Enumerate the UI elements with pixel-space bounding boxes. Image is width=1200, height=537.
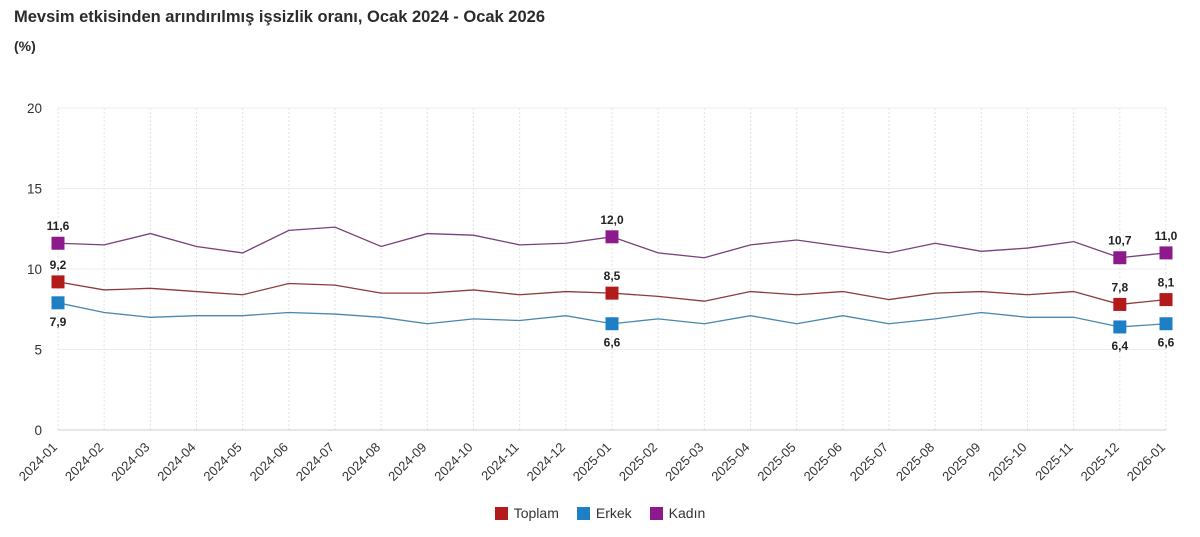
legend-swatch — [494, 506, 508, 520]
series-layer — [51, 226, 1173, 334]
series-marker-erkek — [51, 296, 65, 310]
x-tick-label: 2025-11 — [1032, 440, 1076, 484]
series-marker-toplam — [1113, 297, 1127, 311]
data-label: 11,0 — [1155, 229, 1178, 243]
chart-unit-label: (%) — [14, 38, 36, 54]
series-marker-kadın — [1159, 246, 1173, 260]
y-axis: 0 5 10 15 20 — [27, 101, 42, 438]
x-tick-label: 2024-02 — [62, 440, 106, 484]
chart-grid — [57, 107, 1167, 431]
data-label: 6,6 — [604, 336, 621, 350]
data-label: 11,6 — [47, 219, 70, 233]
data-label: 8,5 — [604, 269, 621, 283]
series-marker-toplam — [605, 286, 619, 300]
chart-title: Mevsim etkisinden arındırılmış işsizlik … — [14, 8, 546, 26]
data-label: 7,9 — [50, 315, 67, 329]
x-tick-label: 2025-07 — [847, 440, 891, 484]
x-tick-label: 2025-04 — [708, 440, 752, 484]
data-label: 8,1 — [1158, 276, 1175, 290]
y-tick-label: 15 — [27, 182, 42, 197]
data-label: 10,7 — [1108, 234, 1132, 248]
x-tick-label: 2024-09 — [385, 440, 429, 484]
y-tick-label: 0 — [34, 423, 42, 438]
data-label: 7,8 — [1111, 280, 1128, 294]
x-tick-label: 2024-08 — [339, 440, 383, 484]
x-tick-label: 2025-08 — [893, 440, 937, 484]
x-tick-label: 2025-02 — [616, 440, 660, 484]
x-tick-label: 2025-06 — [801, 440, 845, 484]
x-tick-label: 2025-03 — [662, 440, 706, 484]
series-marker-erkek — [1113, 320, 1127, 334]
legend-label: Erkek — [595, 505, 632, 521]
legend-swatch — [649, 506, 663, 520]
legend-label: Kadın — [668, 505, 706, 521]
data-labels: 9,2 8,5 7,8 8,1 7,9 6,6 6,4 6,6 11,6 12,0 10,7 11,0 — [47, 213, 1178, 353]
x-tick-label: 2025-01 — [570, 440, 614, 484]
x-tick-label: 2025-05 — [754, 440, 798, 484]
x-tick-label: 2024-10 — [431, 440, 475, 484]
x-tick-label: 2024-04 — [154, 440, 198, 484]
y-tick-label: 10 — [27, 262, 42, 277]
legend-swatch — [576, 506, 590, 520]
x-tick-label: 2024-05 — [200, 440, 244, 484]
chart-legend: Toplam Erkek Kadın — [0, 505, 1200, 521]
data-label: 6,4 — [1111, 339, 1128, 353]
x-tick-label: 2024-01 — [16, 440, 60, 484]
x-tick-label: 2025-09 — [939, 440, 983, 484]
series-marker-kadın — [605, 230, 619, 244]
x-tick-label: 2025-12 — [1078, 440, 1122, 484]
x-axis: 2024-01 2024-02 2024-03 2024-04 2024-05 2024-… — [16, 440, 1168, 484]
legend-label: Toplam — [513, 505, 559, 521]
x-tick-label: 2026-01 — [1124, 440, 1168, 484]
series-marker-toplam — [1159, 293, 1173, 307]
x-tick-label: 2025-10 — [985, 440, 1029, 484]
x-tick-label: 2024-12 — [524, 440, 568, 484]
x-tick-label: 2024-07 — [293, 440, 337, 484]
x-tick-label: 2024-11 — [478, 440, 522, 484]
series-marker-kadın — [1113, 251, 1127, 265]
series-marker-toplam — [51, 275, 65, 289]
series-marker-erkek — [605, 317, 619, 331]
legend-item-erkek[interactable]: Erkek — [576, 505, 632, 521]
y-tick-label: 20 — [27, 101, 42, 116]
series-marker-erkek — [1159, 317, 1173, 331]
x-tick-label: 2024-03 — [108, 440, 152, 484]
legend-item-toplam[interactable]: Toplam — [494, 505, 559, 521]
series-marker-kadın — [51, 236, 65, 250]
data-label: 12,0 — [600, 213, 624, 227]
data-label: 6,6 — [1158, 336, 1175, 350]
legend-item-kadın[interactable]: Kadın — [649, 505, 706, 521]
data-label: 9,2 — [50, 258, 67, 272]
y-tick-label: 5 — [34, 343, 42, 358]
x-tick-label: 2024-06 — [247, 440, 291, 484]
